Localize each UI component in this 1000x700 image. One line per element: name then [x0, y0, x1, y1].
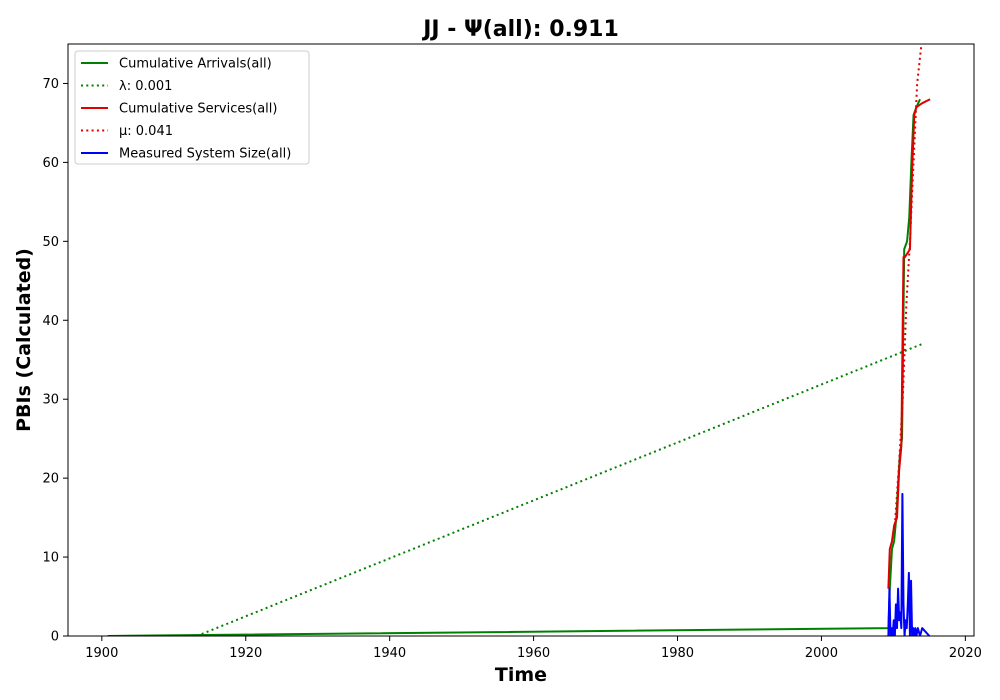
y-tick-label: 0 [51, 630, 59, 645]
x-tick-label: 2020 [949, 646, 982, 661]
x-tick-label: 1920 [229, 646, 262, 661]
legend-label-1: λ: 0.001 [119, 79, 172, 94]
series-line-3 [893, 44, 923, 526]
x-tick-label: 1960 [517, 646, 550, 661]
y-tick-label: 70 [42, 77, 59, 92]
y-axis-label: PBIs (Calculated) [13, 248, 35, 432]
legend: Cumulative Arrivals(all) λ: 0.001 Cumulati… [74, 50, 310, 165]
y-tick-label: 50 [42, 235, 59, 250]
series-line-2 [887, 98, 931, 589]
x-axis-label: Time [495, 664, 547, 686]
legend-label-0: Cumulative Arrivals(all) [119, 57, 272, 72]
y-tick-label: 20 [42, 472, 59, 487]
legend-label-3: μ: 0.041 [119, 124, 173, 139]
y-tick-label: 10 [42, 551, 59, 566]
series-layer [107, 44, 931, 636]
legend-label-4: Measured System Size(all) [119, 147, 291, 162]
legend-box [74, 50, 310, 165]
x-tick-label: 1900 [85, 646, 118, 661]
legend-label-2: Cumulative Services(all) [119, 102, 277, 117]
y-tick-label: 60 [42, 156, 59, 171]
plot-frame [67, 43, 975, 637]
x-tick-label: 1980 [661, 646, 694, 661]
series-line-4 [887, 492, 931, 636]
x-tick-label: 2000 [805, 646, 838, 661]
x-axis: 1900 1920 1940 1960 1980 2000 2020 [85, 636, 982, 661]
y-axis: 0 10 20 30 40 50 60 70 [42, 77, 68, 645]
y-tick-label: 30 [42, 393, 59, 408]
x-tick-label: 1940 [373, 646, 406, 661]
y-tick-label: 40 [42, 314, 59, 329]
chart-title: JJ - Ψ(all): 0.911 [421, 17, 619, 42]
